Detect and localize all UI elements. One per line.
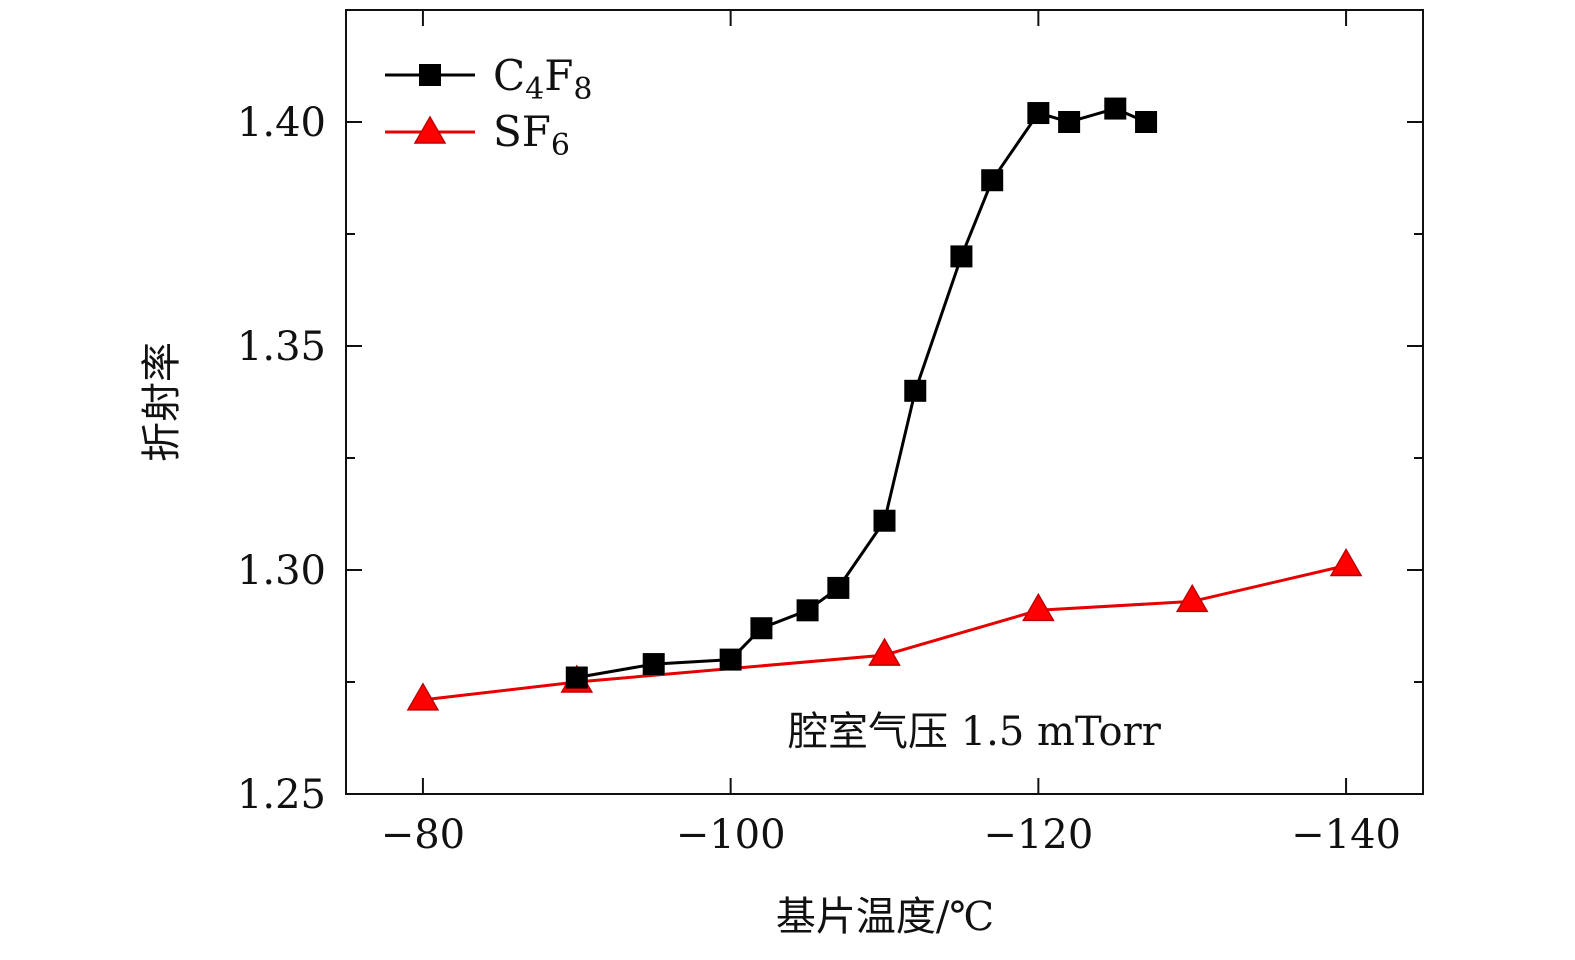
y-axis-title: 折射率 [139, 342, 185, 462]
data-point-c4f8 [904, 379, 927, 402]
legend-item-c4f8: C4F8 [385, 51, 592, 107]
series-line-sf6 [422, 564, 1347, 702]
series-line-c4f8 [576, 107, 1147, 679]
data-point-c4f8 [642, 653, 665, 676]
data-point-c4f8 [827, 576, 850, 599]
x-tick-label: −100 [676, 812, 786, 858]
legend-marker-c4f8 [419, 64, 441, 86]
legend-label-c4f8: C4F8 [493, 51, 592, 107]
y-tick-label: 1.40 [237, 100, 326, 146]
data-point-sf6 [406, 682, 440, 711]
x-tick-label: −120 [983, 812, 1093, 858]
data-point-c4f8 [750, 617, 773, 640]
data-point-c4f8 [719, 648, 742, 671]
x-tick-label: −80 [381, 812, 465, 858]
data-point-c4f8 [950, 245, 973, 268]
plot-area-frame [345, 9, 1424, 795]
data-point-c4f8 [1104, 97, 1127, 120]
legend: C4F8 SF6 [385, 51, 592, 163]
data-point-c4f8 [981, 169, 1004, 192]
data-point-c4f8 [1135, 111, 1158, 133]
data-point-c4f8 [873, 509, 896, 532]
legend-label-sf6: SF6 [493, 107, 570, 163]
data-point-sf6 [1329, 548, 1363, 577]
axis-ticks: −80 −100 −120 −140 1.25 1.30 1.35 1.40 [237, 10, 1423, 858]
data-point-c4f8 [565, 666, 588, 689]
data-point-sf6 [1022, 592, 1055, 622]
legend-c4f8-part-f: F [544, 51, 573, 100]
x-tick-label: −140 [1291, 812, 1401, 858]
series-layer [406, 97, 1363, 711]
data-point-sf6 [868, 637, 901, 666]
pressure-annotation: 腔室气压 1.5 mTorr [788, 709, 1162, 755]
legend-sf6-part-sf: SF [493, 107, 551, 156]
y-tick-label: 1.25 [237, 772, 326, 818]
y-tick-label: 1.30 [237, 548, 326, 594]
legend-item-sf6: SF6 [385, 107, 570, 163]
y-tick-label: 1.35 [237, 324, 326, 370]
data-point-c4f8 [796, 599, 819, 622]
legend-c4f8-sub-8: 8 [573, 72, 592, 107]
data-point-c4f8 [1058, 111, 1081, 133]
legend-marker-sf6 [413, 115, 447, 144]
legend-c4f8-sub-4: 4 [525, 72, 544, 107]
legend-sf6-sub-6: 6 [551, 128, 570, 163]
x-axis-title: 基片温度/℃ [776, 894, 994, 940]
legend-c4f8-part-c: C [493, 51, 525, 100]
data-point-c4f8 [1027, 102, 1050, 125]
data-point-sf6 [1175, 583, 1209, 613]
